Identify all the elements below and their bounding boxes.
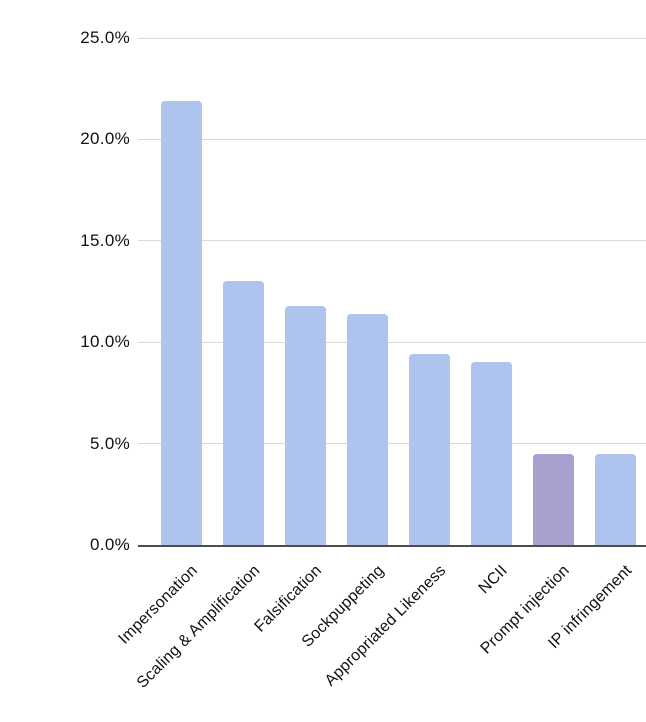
x-tick-label-scaling-amplification: Scaling & Amplification (133, 562, 264, 692)
bar-falsification (284, 305, 326, 545)
bar-sockpuppeting (346, 313, 388, 545)
bar-slot-ncii (460, 38, 522, 545)
x-tick-label-sockpuppeting: Sockpuppeting (298, 562, 388, 651)
plot-area (138, 37, 646, 547)
bar-slot-impersonation (150, 38, 212, 545)
bar-slot-scaling-amplification (212, 38, 274, 545)
y-tick-label: 15.0% (80, 230, 130, 250)
gridline (138, 341, 646, 343)
bar-impersonation (160, 100, 202, 545)
y-tick-label: 25.0% (80, 28, 130, 47)
y-tick-label: 10.0% (80, 332, 130, 352)
y-axis-tick-labels: 25.0% 20.0% 15.0% 10.0% 5.0% 0.0% (0, 28, 130, 554)
x-tick-label-falsification: Falsification (251, 562, 326, 636)
bar-slot-sockpuppeting (336, 38, 398, 545)
y-tick-label: 5.0% (90, 433, 130, 453)
bar-prompt-injection (532, 453, 574, 545)
bar-slot-ip-infringement (584, 38, 646, 545)
x-tick-label-ip-infringement: IP infringement (544, 562, 636, 653)
x-tick-label-ncii: NCII (475, 562, 512, 598)
x-tick-label-appropriated-likeness: Appropriated Likeness (321, 562, 450, 690)
gridline (138, 37, 646, 39)
bar-appropriated-likeness (408, 354, 450, 545)
bar-ip-infringement (594, 453, 636, 545)
bar-slot-prompt-injection (522, 38, 584, 545)
x-tick-label-impersonation: Impersonation (115, 562, 202, 648)
bar-slot-appropriated-likeness (398, 38, 460, 545)
x-tick-label-prompt-injection: Prompt injection (477, 562, 574, 658)
y-tick-label: 0.0% (90, 535, 130, 554)
gridline (138, 138, 646, 140)
bar-slot-falsification (274, 38, 336, 545)
gridline (138, 240, 646, 242)
bar-scaling-amplification (222, 281, 264, 545)
bar-ncii (470, 362, 512, 545)
bars-container (138, 38, 646, 545)
gridline (138, 443, 646, 445)
y-tick-label: 20.0% (80, 129, 130, 149)
